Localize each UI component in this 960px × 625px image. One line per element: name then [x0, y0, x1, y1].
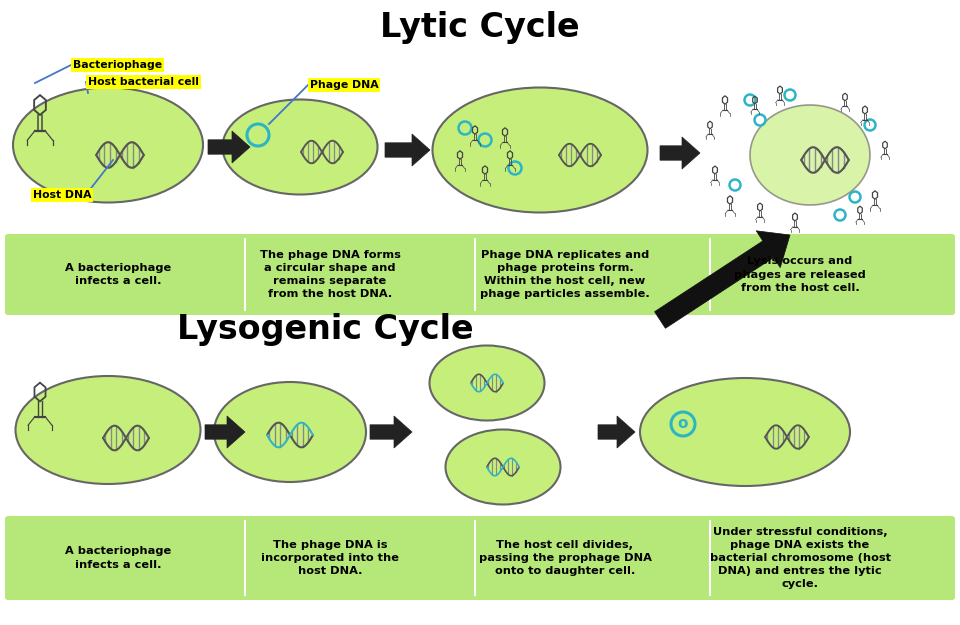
- Text: Lysis occurs and
phages are released
from the host cell.: Lysis occurs and phages are released fro…: [734, 256, 866, 293]
- Text: The host cell divides,
passing the prophage DNA
onto to daughter cell.: The host cell divides, passing the proph…: [479, 540, 652, 576]
- Polygon shape: [370, 416, 412, 448]
- Ellipse shape: [433, 88, 647, 212]
- Polygon shape: [208, 131, 250, 163]
- Text: Under stressful conditions,
phage DNA exists the
bacterial chromosome (host
DNA): Under stressful conditions, phage DNA ex…: [709, 527, 891, 589]
- Text: Phage DNA: Phage DNA: [310, 80, 378, 90]
- Ellipse shape: [429, 346, 544, 421]
- FancyBboxPatch shape: [5, 516, 955, 600]
- Ellipse shape: [750, 105, 870, 205]
- Text: Phage DNA replicates and
phage proteins form.
Within the host cell, new
phage pa: Phage DNA replicates and phage proteins …: [480, 250, 650, 299]
- Text: Lysogenic Cycle: Lysogenic Cycle: [177, 314, 473, 346]
- Polygon shape: [655, 231, 790, 328]
- Text: o: o: [678, 416, 688, 431]
- Ellipse shape: [640, 378, 850, 486]
- Text: The phage DNA is
incorporated into the
host DNA.: The phage DNA is incorporated into the h…: [261, 540, 399, 576]
- Text: A bacteriophage
infects a cell.: A bacteriophage infects a cell.: [65, 263, 171, 286]
- Ellipse shape: [13, 88, 203, 202]
- Polygon shape: [660, 137, 700, 169]
- Polygon shape: [385, 134, 430, 166]
- Ellipse shape: [15, 376, 201, 484]
- FancyBboxPatch shape: [5, 234, 955, 315]
- Ellipse shape: [223, 99, 377, 194]
- Text: A bacteriophage
infects a cell.: A bacteriophage infects a cell.: [65, 546, 171, 569]
- Polygon shape: [205, 416, 245, 448]
- Text: Host DNA: Host DNA: [33, 190, 91, 200]
- Ellipse shape: [445, 429, 561, 504]
- Text: The phage DNA forms
a circular shape and
remains separate
from the host DNA.: The phage DNA forms a circular shape and…: [259, 250, 400, 299]
- Text: Host bacterial cell: Host bacterial cell: [88, 77, 199, 87]
- Text: Bacteriophage: Bacteriophage: [73, 60, 162, 70]
- Text: Lytic Cycle: Lytic Cycle: [380, 11, 580, 44]
- Polygon shape: [598, 416, 635, 448]
- Ellipse shape: [214, 382, 366, 482]
